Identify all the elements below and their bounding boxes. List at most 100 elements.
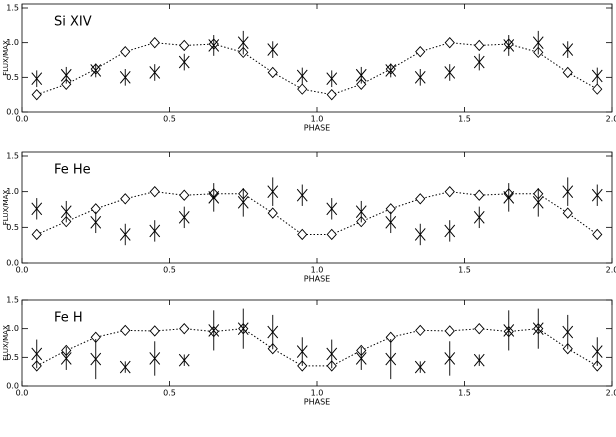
y-axis-label: FLUX/MAX — [2, 190, 10, 226]
x-tick-label: 1.0 — [311, 115, 324, 124]
x-marker — [267, 325, 279, 339]
diamond-marker — [415, 193, 426, 205]
diamond-marker — [356, 78, 367, 90]
panel-label: Fe H — [54, 311, 83, 326]
diamond-marker — [444, 185, 455, 198]
x-marker — [296, 188, 308, 202]
diamond-marker — [179, 189, 190, 201]
diamond-marker — [474, 39, 485, 52]
plot-frame — [21, 3, 613, 113]
diamond-marker — [120, 193, 131, 205]
x-tick-label: 0.0 — [16, 266, 29, 275]
y-tick-label: 0.5 — [6, 223, 19, 232]
x-marker — [237, 196, 249, 209]
x-marker — [562, 185, 574, 198]
y-tick-label: 1.0 — [6, 187, 19, 196]
x-marker — [326, 347, 338, 361]
x-marker — [473, 353, 485, 367]
diamond-marker — [297, 228, 308, 241]
x-tick-label: 1.5 — [458, 266, 471, 275]
y-tick-label: 0.0 — [6, 108, 19, 117]
x-tick-label: 1.5 — [458, 389, 471, 398]
x-marker — [444, 66, 456, 79]
x-marker — [326, 72, 338, 86]
plot-frame — [21, 151, 613, 264]
x-marker — [414, 228, 426, 241]
x-marker — [90, 216, 102, 229]
x-marker — [31, 347, 43, 361]
x-marker — [178, 55, 190, 69]
diamond-marker — [592, 83, 603, 95]
y-tick-label: 1.0 — [6, 38, 19, 47]
diamond-marker — [267, 66, 278, 79]
x-marker — [296, 69, 308, 83]
diamond-marker — [326, 88, 337, 101]
plot-frame — [21, 299, 613, 387]
x-marker — [385, 64, 397, 77]
x-tick-label: 0.0 — [16, 389, 29, 398]
x-marker — [149, 66, 161, 79]
x-marker — [503, 191, 515, 204]
x-marker — [591, 345, 603, 358]
x-marker — [119, 71, 131, 84]
diamond-marker — [415, 324, 426, 337]
diamond-marker — [267, 207, 278, 219]
diamond-marker — [31, 228, 42, 241]
x-marker — [60, 68, 72, 82]
dotted-line — [36, 328, 598, 367]
diamond-marker — [149, 185, 160, 198]
x-marker — [90, 352, 102, 366]
x-marker — [562, 43, 574, 56]
x-marker — [532, 196, 544, 209]
x-tick-label: 1.0 — [311, 389, 324, 398]
x-marker — [414, 71, 426, 84]
diamond-marker — [326, 228, 337, 241]
x-marker — [90, 64, 102, 77]
x-marker — [532, 322, 544, 335]
x-marker — [385, 352, 397, 366]
panel: 0.0 0.5 1.0 1.5 2.0 0.0 0.5 1.0 1.5 PHASE FLUX/MAX… — [2, 152, 616, 284]
diamond-marker — [562, 66, 573, 79]
y-tick-label: 0.0 — [6, 259, 19, 268]
x-tick-label: 0.5 — [163, 389, 176, 398]
panel: 0.0 0.5 1.0 1.5 2.0 0.0 0.5 1.0 1.5 PHASE FLUX/MAX… — [2, 296, 616, 407]
diamond-marker — [297, 83, 308, 95]
diamond-marker — [415, 46, 426, 58]
x-tick-label: 1.5 — [458, 115, 471, 124]
x-axis-label: PHASE — [304, 124, 330, 133]
x-tick-label: 0.5 — [163, 266, 176, 275]
y-tick-label: 1.0 — [6, 324, 19, 333]
diamond-marker — [592, 228, 603, 241]
x-marker — [444, 224, 456, 238]
x-tick-label: 0.5 — [163, 115, 176, 124]
x-marker — [296, 345, 308, 358]
x-marker — [591, 188, 603, 202]
x-marker — [208, 39, 220, 52]
diamond-marker — [31, 88, 42, 101]
panel-label: Si XIV — [54, 15, 92, 30]
x-marker — [414, 360, 426, 374]
diamond-marker — [444, 36, 455, 49]
dotted-line — [36, 191, 598, 235]
x-marker — [326, 202, 338, 216]
y-tick-label: 0.0 — [6, 382, 19, 391]
x-marker — [503, 324, 515, 337]
diamond-marker — [120, 46, 131, 58]
x-marker — [532, 36, 544, 49]
x-marker — [237, 36, 249, 49]
x-marker — [237, 322, 249, 335]
x-marker — [444, 352, 456, 365]
x-axis-label: PHASE — [304, 398, 330, 407]
x-marker — [562, 325, 574, 339]
diamond-marker — [474, 189, 485, 201]
x-marker — [267, 43, 279, 56]
y-tick-label: 1.5 — [6, 4, 19, 13]
x-marker — [267, 185, 279, 198]
x-marker — [473, 211, 485, 224]
x-marker — [473, 55, 485, 69]
diamond-marker — [179, 39, 190, 52]
x-marker — [119, 228, 131, 241]
diamond-marker — [179, 322, 190, 335]
y-tick-label: 0.5 — [6, 353, 19, 362]
x-marker — [149, 352, 161, 365]
